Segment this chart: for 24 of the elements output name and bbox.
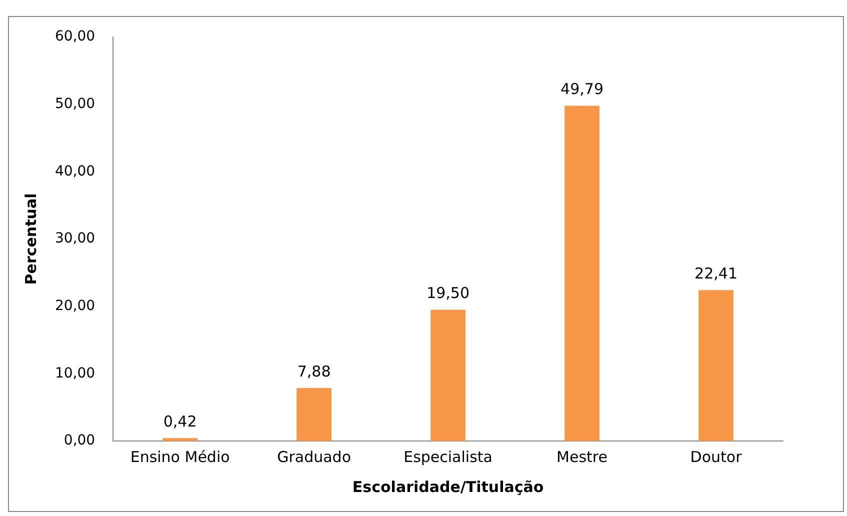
y-tick-label: 30,00: [54, 230, 96, 247]
y-tick-label: 10,00: [54, 365, 96, 382]
y-tick-label: 0,00: [64, 432, 96, 449]
x-tick-label: Ensino Médio: [130, 448, 230, 466]
data-label: 22,41: [694, 264, 738, 282]
y-tick-label: 50,00: [54, 96, 96, 112]
x-tick-label: Mestre: [556, 448, 608, 466]
bar: [564, 106, 600, 441]
data-label: 0,42: [163, 412, 197, 431]
x-axis-title: Escolaridade/Titulação: [352, 478, 544, 496]
bar: [296, 388, 332, 441]
data-label: 19,50: [426, 284, 470, 302]
bar: [430, 310, 466, 441]
bar: [698, 290, 734, 441]
bar: [162, 438, 198, 441]
x-tick-label: Graduado: [277, 448, 352, 466]
y-tick-label: 20,00: [54, 298, 96, 314]
data-label: 49,79: [560, 80, 604, 98]
x-tick-label: Doutor: [690, 448, 743, 466]
x-tick-label: Especialista: [404, 448, 492, 466]
data-label: 7,88: [297, 362, 331, 380]
y-axis-title: Percentual: [22, 193, 40, 285]
y-tick-label: 40,00: [54, 163, 96, 180]
y-tick-label: 60,00: [54, 28, 96, 45]
